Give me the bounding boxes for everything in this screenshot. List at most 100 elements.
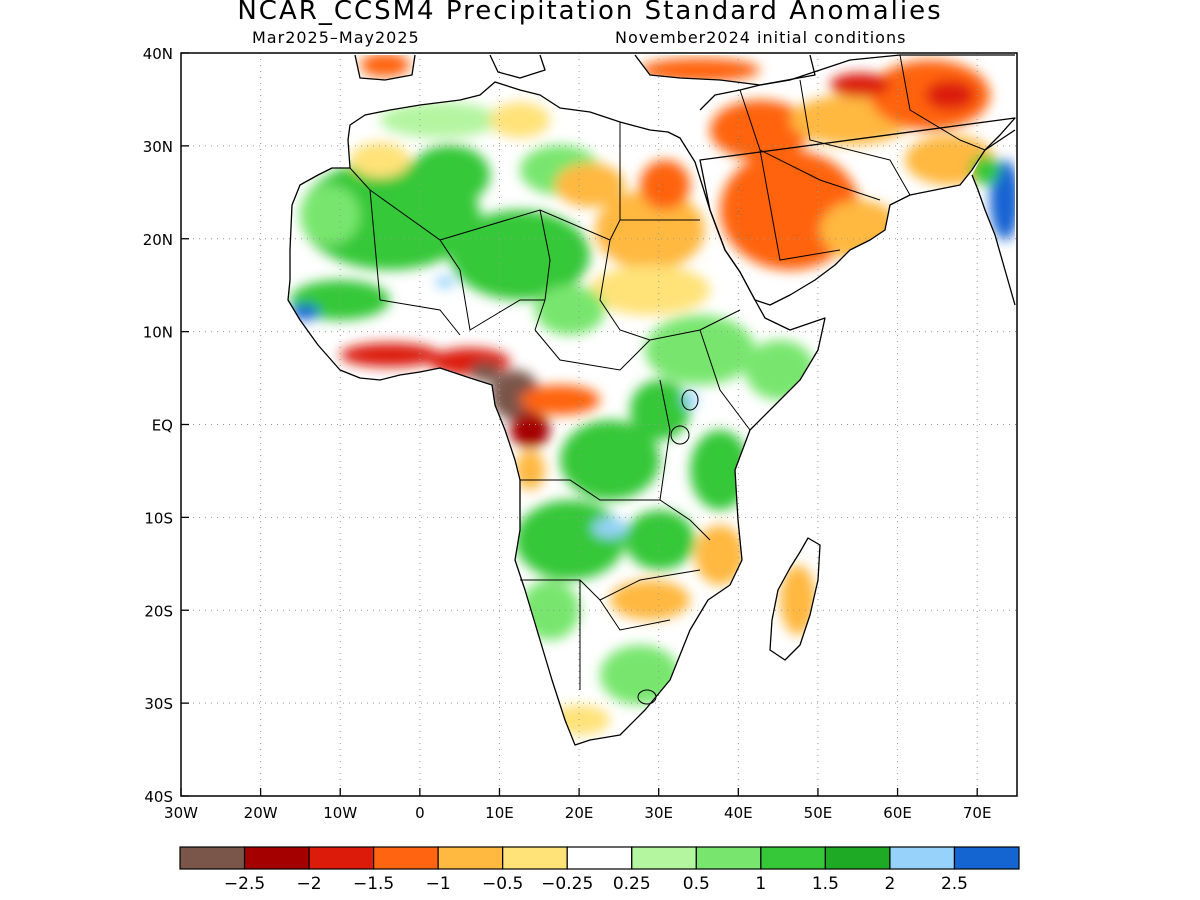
north-africa-light (380, 102, 500, 138)
niger-wet (450, 210, 590, 300)
drc-wet (560, 420, 660, 500)
lat-tick-label: EQ (152, 417, 173, 435)
axis-ticks (180, 52, 978, 797)
axis-labels: 30W 20W 10W 0 10E 20E 30E 40E 50E 60E 70E 40N 30N 20N… (143, 45, 992, 822)
algeria-wet (410, 145, 490, 205)
malawi-wet (625, 510, 695, 570)
india-coastline (971, 129, 1016, 306)
colorbar-label: −0.5 (482, 874, 523, 894)
colorbar: −2.5 −2 −1.5 −1 −0.5 −0.25 0.25 0.5 1 1.5 2 2.5 (179, 846, 1020, 894)
lon-tick-label: 0 (415, 804, 425, 822)
gabon-dry (520, 385, 600, 415)
lat-tick-label: 40S (144, 788, 173, 806)
arabia-coastline (699, 54, 1016, 306)
anatolia-coastline (634, 54, 816, 86)
colorbar-swatch (824, 846, 891, 870)
colorbar-label: −0.25 (541, 874, 593, 894)
iberia-dry (360, 55, 410, 77)
morocco-dry (350, 142, 410, 178)
lat-tick-label: 40N (143, 45, 173, 63)
colorbar-swatch (502, 846, 568, 870)
anatolia-dry (640, 58, 760, 82)
madagascar-dry (780, 565, 816, 635)
colorbar-swatch (760, 846, 826, 870)
india-west-very-wet (990, 160, 1015, 240)
colorbar-label: 1 (755, 874, 766, 894)
colorbar-label: 1.5 (812, 874, 839, 894)
lon-tick-label: 30E (644, 804, 673, 822)
lat-tick-label: 10N (143, 324, 173, 342)
map-grid (181, 53, 1017, 796)
forecast-period: Mar2025–May2025 (252, 28, 420, 47)
drc-east-wet (630, 380, 690, 440)
colorbar-swatch (953, 846, 1020, 870)
caspian-very-dry (830, 73, 890, 97)
africa-coastline (287, 81, 826, 746)
colorbar-swatch (373, 846, 439, 870)
lat-tick-label: 30S (144, 695, 173, 713)
lat-tick-label: 30N (143, 138, 173, 156)
colorbar-swatch (695, 846, 762, 870)
colorbar-label: 0.5 (683, 874, 710, 894)
tunisia-dry (490, 102, 550, 138)
lon-tick-label: 50E (804, 804, 833, 822)
colorbar-swatch (631, 846, 697, 870)
anomaly-field (288, 55, 1015, 745)
congo-coast-dry (510, 412, 550, 448)
lat-tick-label: 20N (143, 231, 173, 249)
ethiopia-wet (645, 315, 755, 385)
italy-coastline (489, 54, 546, 79)
colorbar-swatch (437, 846, 504, 870)
coastlines (287, 54, 1016, 746)
egypt-dry (640, 160, 690, 210)
iberia-coastline (354, 54, 416, 81)
mauritania-wet (300, 185, 360, 245)
gulf-extreme-dry (470, 362, 500, 382)
lon-tick-label: 10W (323, 804, 357, 822)
colorbar-swatch (889, 846, 956, 870)
colorbar-label: −1.5 (353, 874, 394, 894)
colorbar-swatch (243, 846, 310, 870)
lon-tick-label: 30W (164, 804, 198, 822)
colorbar-label: −1 (426, 874, 451, 894)
colorbar-swatch (179, 846, 246, 870)
libya-dry (555, 163, 625, 207)
afghanistan-very-dry (925, 80, 975, 110)
uganda-very-wet (682, 392, 698, 408)
colorbar-swatch (566, 846, 633, 870)
lon-tick-label: 20W (244, 804, 278, 822)
south-africa-wet (600, 645, 680, 705)
zimbabwe-dry (610, 580, 690, 620)
mali-very-wet (435, 276, 455, 288)
map-title: NCAR_CCSM4 Precipitation Standard Anomal… (237, 0, 943, 26)
zambia-very-wet (592, 518, 628, 538)
lon-tick-label: 20E (565, 804, 594, 822)
sudan-dry (595, 190, 705, 270)
ivory-coast-dry (340, 343, 440, 367)
lat-tick-label: 10S (144, 509, 173, 527)
madagascar-coastline (769, 537, 821, 661)
lon-tick-label: 10E (485, 804, 514, 822)
colorbar-label: 0.25 (613, 874, 651, 894)
lon-tick-label: 70E (963, 804, 992, 822)
chad-wet (535, 285, 605, 335)
somalia-wet (745, 340, 815, 400)
sahel-east-dry (590, 265, 710, 315)
angola-wet (515, 500, 625, 580)
colorbar-swatch (308, 846, 375, 870)
tanzania-wet (690, 430, 750, 510)
lon-tick-label: 40E (724, 804, 753, 822)
lakes (637, 389, 699, 705)
lon-tick-label: 60E (883, 804, 912, 822)
initial-conditions: November2024 initial conditions (615, 28, 907, 47)
country-borders (349, 54, 986, 690)
colorbar-label: 2.5 (941, 874, 968, 894)
lat-tick-label: 20S (144, 602, 173, 620)
cape-dry (550, 705, 610, 735)
mozambique-dry (695, 525, 745, 585)
iraq-dry (710, 100, 810, 160)
colorbar-label: 2 (885, 874, 896, 894)
colorbar-label: −2 (297, 874, 322, 894)
colorbar-label: −2.5 (224, 874, 265, 894)
